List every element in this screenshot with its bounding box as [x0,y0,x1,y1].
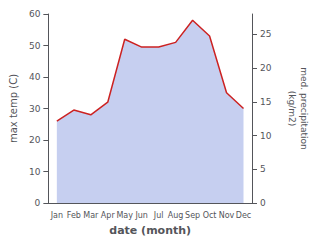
svg-text:med. precipitation: med. precipitation [299,67,309,149]
svg-text:Aug: Aug [168,211,184,220]
svg-text:Dec: Dec [236,211,251,220]
svg-text:May: May [116,211,133,220]
svg-text:40: 40 [29,72,41,82]
svg-text:10: 10 [260,131,272,141]
svg-text:10: 10 [29,167,41,177]
svg-text:20: 20 [260,63,272,73]
svg-text:Apr: Apr [101,211,116,220]
svg-text:0: 0 [35,198,41,208]
svg-text:0: 0 [260,198,266,208]
svg-text:Nov: Nov [219,211,235,220]
svg-text:Oct: Oct [203,211,217,220]
svg-text:30: 30 [29,104,41,114]
svg-text:5: 5 [260,164,266,174]
svg-text:Sep: Sep [185,211,200,220]
svg-text:Mar: Mar [83,211,99,220]
svg-text:25: 25 [260,29,271,39]
svg-text:60: 60 [29,9,41,19]
svg-text:(kg/m2): (kg/m2) [287,91,297,126]
svg-text:Jan: Jan [50,211,63,220]
svg-text:20: 20 [29,135,41,145]
svg-text:date (month): date (month) [109,224,191,237]
svg-text:Feb: Feb [67,211,81,220]
svg-text:50: 50 [29,41,41,51]
svg-text:max temp (C): max temp (C) [8,74,19,143]
svg-text:Jul: Jul [153,211,164,220]
svg-text:15: 15 [260,97,271,107]
svg-text:Jun: Jun [134,211,148,220]
